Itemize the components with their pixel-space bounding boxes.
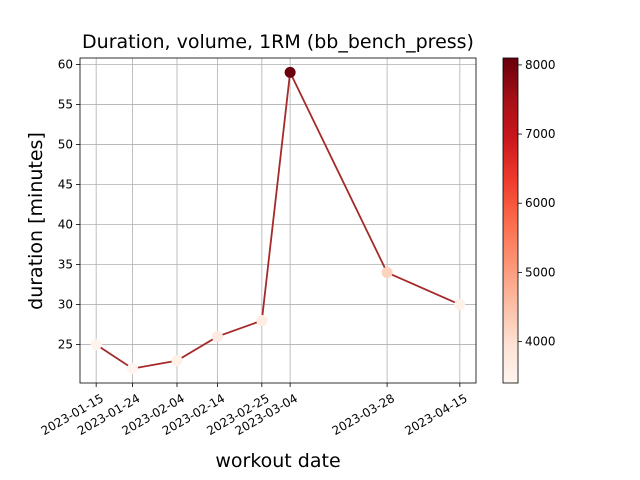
- data-point: [381, 267, 393, 279]
- data-point: [171, 355, 183, 367]
- y-tick-label: 30: [58, 298, 73, 312]
- data-point: [211, 331, 223, 343]
- x-axis-label: workout date: [215, 450, 340, 472]
- colorbar-tick-label: 5000: [525, 265, 556, 279]
- data-point: [454, 299, 466, 311]
- x-tick-label: 2023-04-15: [402, 391, 469, 438]
- y-axis-label: duration [minutes]: [25, 132, 47, 310]
- colorbar-ticks: 4000 5000 6000 7000 8000: [518, 58, 556, 349]
- y-tick-label: 25: [58, 338, 73, 352]
- y-tick-label: 50: [58, 137, 73, 151]
- x-tick-label: 2023-03-28: [330, 391, 397, 438]
- x-axis-ticks: 2023-01-152023-01-242023-02-042023-02-14…: [39, 383, 470, 438]
- series-line: [95, 69, 461, 370]
- y-tick-label: 40: [58, 218, 73, 232]
- plot-area-frame: [79, 57, 477, 384]
- y-tick-label: 60: [58, 57, 73, 71]
- colorbar-tick-label: 4000: [525, 335, 556, 349]
- y-axis-ticks: 25 30 35 40 45 50 55 60: [58, 57, 80, 352]
- y-tick-label: 35: [58, 258, 73, 272]
- data-point: [284, 66, 296, 78]
- y-tick-label: 55: [58, 97, 73, 111]
- chart-title: Duration, volume, 1RM (bb_bench_press): [82, 31, 474, 53]
- data-point: [256, 315, 268, 327]
- y-tick-label: 45: [58, 177, 73, 191]
- data-point: [90, 339, 102, 351]
- series-layer: [90, 66, 466, 375]
- colorbar: [502, 57, 519, 384]
- colorbar-tick-label: 7000: [525, 127, 556, 141]
- colorbar-tick-label: 8000: [525, 58, 556, 72]
- colorbar-tick-label: 6000: [525, 196, 556, 210]
- grid-lines: [80, 58, 476, 383]
- data-point: [127, 363, 139, 375]
